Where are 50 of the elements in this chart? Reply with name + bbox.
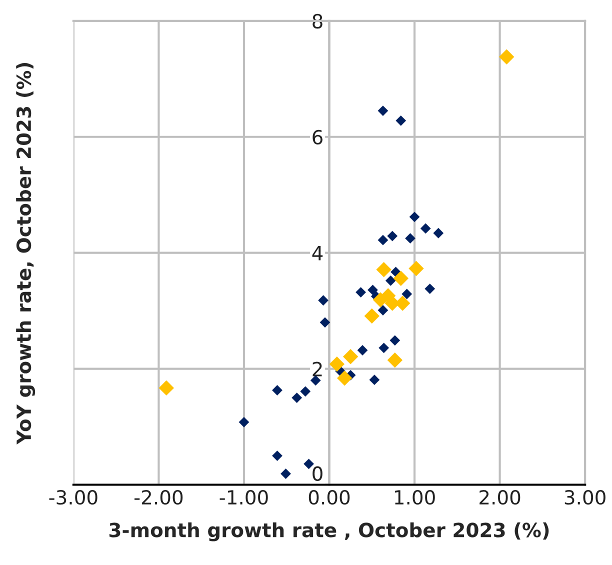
y-tick-label: 4	[312, 246, 323, 260]
x-tick-label: -3.00	[49, 490, 98, 505]
point	[342, 349, 358, 364]
point	[337, 370, 352, 386]
point	[405, 233, 416, 244]
x-tick-label: -2.00	[134, 490, 183, 505]
x-tick-label: 3.00	[564, 490, 606, 505]
point	[292, 392, 302, 403]
x-tick-label: -1.00	[220, 490, 268, 505]
point	[158, 380, 174, 396]
point	[387, 352, 403, 368]
point	[387, 230, 398, 242]
point	[369, 374, 380, 386]
x-axis-title: 3-month growth rate , October 2023 (%)	[109, 522, 549, 542]
point	[318, 295, 328, 306]
point	[402, 288, 412, 300]
point	[329, 356, 345, 372]
point	[396, 115, 406, 126]
y-tick-label: 2	[312, 362, 322, 376]
point	[378, 106, 388, 116]
point	[424, 284, 436, 294]
point	[272, 385, 282, 396]
point	[420, 223, 431, 234]
y-tick-label: 6	[312, 130, 322, 145]
point	[499, 49, 514, 64]
point	[390, 335, 400, 346]
x-tick-label: 2.00	[480, 490, 520, 505]
point	[368, 284, 378, 296]
point	[433, 228, 444, 238]
point	[364, 308, 380, 324]
point	[385, 275, 396, 286]
x-tick-label: 1.00	[395, 490, 435, 505]
point	[408, 260, 424, 276]
point	[393, 270, 408, 286]
point	[356, 287, 366, 298]
y-axis-title: YoY growth rate, October 2023 (%)	[16, 63, 36, 444]
point	[304, 458, 314, 470]
point	[238, 416, 250, 428]
point	[357, 345, 368, 356]
y-tick-label: 0	[312, 466, 322, 482]
point	[409, 212, 420, 222]
point	[378, 234, 388, 246]
x-tick-label: 0.00	[308, 490, 350, 505]
point	[272, 450, 282, 461]
point	[378, 342, 390, 354]
point	[378, 305, 388, 316]
point	[376, 262, 392, 278]
point	[320, 317, 330, 328]
point	[300, 386, 311, 397]
point	[280, 468, 291, 479]
